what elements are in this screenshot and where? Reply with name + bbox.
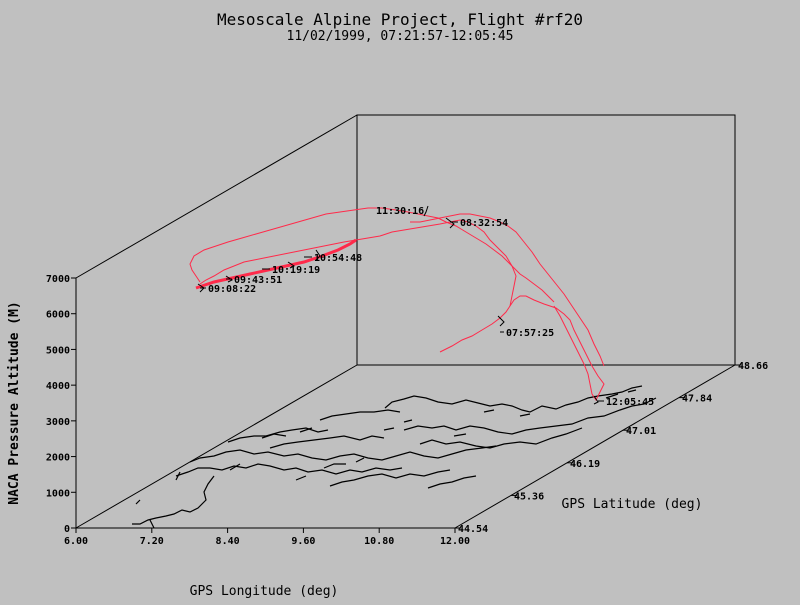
coast-south-3 (329, 469, 451, 487)
x-tick-label: 6.00 (64, 536, 88, 547)
time-label-1054: 10:54:48 (314, 253, 362, 264)
track-loop-east (445, 221, 555, 303)
y-tick-label: 46.19 (570, 459, 600, 470)
coast-south-1 (175, 463, 403, 477)
x-tick-label: 8.40 (216, 536, 240, 547)
coast-border-2 (419, 427, 583, 449)
time-label-0832: 08:32:54 (460, 218, 508, 229)
track-markers (197, 205, 599, 405)
z-tick-label: 7000 (46, 274, 70, 285)
y-tick-label: 47.01 (626, 426, 656, 437)
map-outline (132, 385, 657, 529)
time-labels: 07:57:25 08:32:54 09:08:22 09:43:51 10:1… (208, 206, 654, 408)
x-tick-label: 12.00 (440, 536, 470, 547)
chart-subtitle: 11/02/1999, 07:21:57-12:05:45 (287, 29, 514, 44)
coast-river-1 (319, 409, 401, 421)
y-axis-ticks: 44.54 45.36 46.19 47.01 47.84 48.66 (455, 361, 768, 535)
z-tick-label: 1000 (46, 488, 70, 499)
time-label-1019: 10:19:19 (272, 265, 320, 276)
y-tick-label: 48.66 (738, 361, 768, 372)
time-label-0908: 09:08:22 (208, 284, 256, 295)
marker-0943 (225, 275, 233, 283)
track-return-west (199, 219, 517, 307)
box-top-depth (75, 114, 358, 279)
marker-0832 (445, 217, 455, 229)
marker-1205 (593, 395, 599, 405)
time-label-0757: 07:57:25 (506, 328, 554, 339)
y-axis-label: GPS Latitude (deg) (562, 497, 703, 512)
coast-border-1 (403, 397, 657, 435)
x-axis-label: GPS Longitude (deg) (190, 584, 339, 599)
track-northeast-loop (410, 213, 605, 367)
time-label-1205: 12:05:45 (606, 397, 654, 408)
marker-0757 (497, 315, 505, 327)
y-tick-label: 45.36 (514, 491, 544, 502)
time-leaders (200, 221, 604, 402)
coast-border-3 (227, 427, 329, 443)
time-label-0943: 09:43:51 (234, 275, 282, 286)
coast-border-5 (189, 445, 497, 463)
z-axis-ticks: 0 1000 2000 3000 4000 5000 6000 7000 (46, 274, 76, 535)
coast-islands (135, 427, 477, 529)
track-descent-east (439, 295, 605, 401)
z-tick-label: 6000 (46, 310, 70, 321)
y-tick-label: 47.84 (682, 394, 712, 405)
z-tick-label: 5000 (46, 345, 70, 356)
marker-1130 (423, 205, 429, 217)
x-axis-ticks: 6.00 7.20 8.40 9.60 10.80 12.00 (64, 528, 470, 547)
coast-south-2 (132, 475, 215, 525)
plot-box (75, 114, 736, 529)
z-tick-label: 4000 (46, 381, 70, 392)
marker-1019 (287, 261, 295, 269)
time-label-1130: 11:30:16 (376, 206, 424, 217)
box-left-depth (75, 364, 358, 529)
x-tick-label: 10.80 (364, 536, 394, 547)
z-tick-label: 3000 (46, 417, 70, 428)
x-tick-label: 7.20 (140, 536, 164, 547)
coast-north (384, 385, 643, 413)
marker-1054 (315, 249, 321, 261)
flight-track (189, 207, 605, 401)
x-tick-label: 9.60 (291, 536, 315, 547)
z-axis-label: NACA Pressure Altitude (M) (7, 301, 22, 505)
z-tick-label: 2000 (46, 453, 70, 464)
coast-border-4 (269, 435, 385, 449)
z-tick-label: 0 (64, 524, 70, 535)
box-right-depth (454, 364, 736, 529)
chart-title: Mesoscale Alpine Project, Flight #rf20 (217, 10, 583, 29)
coast-lakes (261, 389, 637, 469)
track-north-arc (189, 207, 447, 283)
y-tick-label: 44.54 (458, 524, 488, 535)
